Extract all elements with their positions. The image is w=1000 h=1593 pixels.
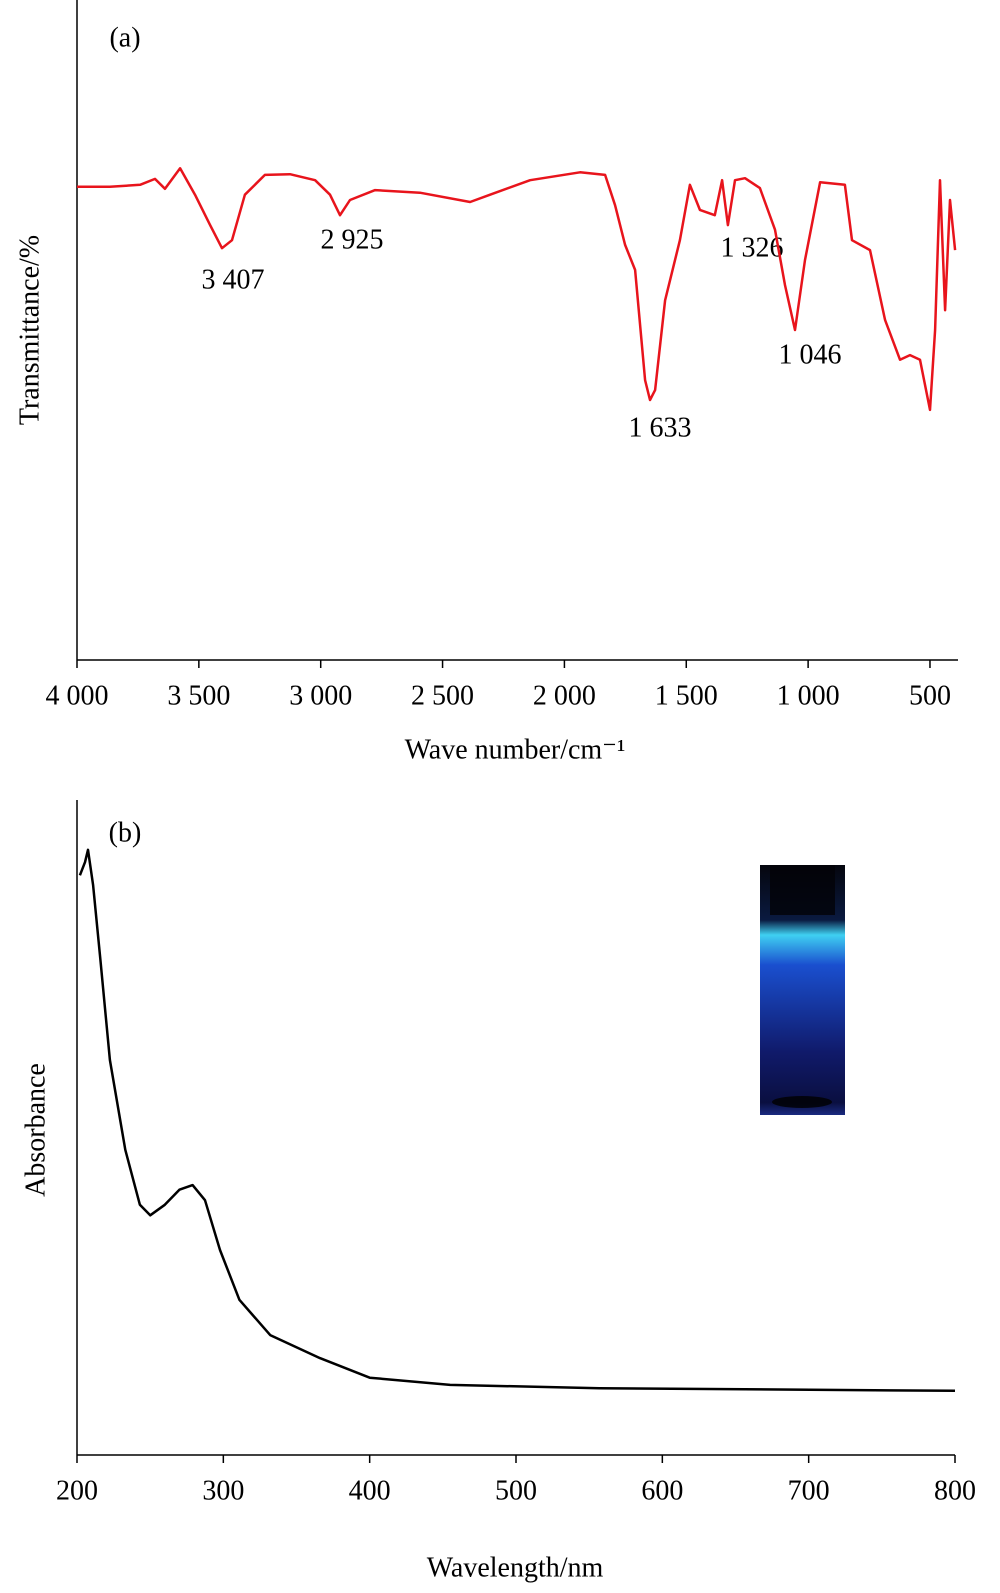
peak-annotation: 3 407 (202, 264, 265, 295)
x-tick-label: 400 (349, 1475, 391, 1506)
peak-annotation: 2 925 (321, 224, 384, 255)
x-tick-label: 3 000 (289, 680, 352, 711)
x-axis-label: Wave number/cm⁻¹ (405, 734, 626, 765)
x-axis-label: Wavelength/nm (427, 1552, 604, 1583)
spectrum-line (77, 167, 957, 412)
x-tick-label: 800 (934, 1475, 976, 1506)
x-tick-label: 500 (495, 1475, 537, 1506)
x-tick-label: 1 500 (655, 680, 718, 711)
peak-annotation: 1 633 (629, 412, 692, 443)
x-tick-label: 300 (202, 1475, 244, 1506)
spectrum-line (78, 848, 956, 1393)
y-axis-label: Absorbance (20, 1063, 51, 1197)
x-tick-label: 3 500 (167, 680, 230, 711)
x-tick-label: 600 (641, 1475, 683, 1506)
x-tick-label: 2 500 (411, 680, 474, 711)
x-tick-label: 500 (909, 680, 951, 711)
y-axis-label: Transmittance/% (14, 235, 45, 425)
x-tick-label: 1 000 (777, 680, 840, 711)
peak-annotation: 1 326 (721, 232, 784, 263)
x-tick-label: 2 000 (533, 680, 596, 711)
x-tick-label: 200 (56, 1475, 98, 1506)
x-tick-label: 4 000 (46, 680, 109, 711)
peak-annotation: 1 046 (779, 339, 842, 370)
panel-label: (a) (109, 22, 140, 53)
x-tick-label: 700 (788, 1475, 830, 1506)
panel-label: (b) (109, 817, 142, 848)
cuvette-inset (760, 865, 845, 1115)
